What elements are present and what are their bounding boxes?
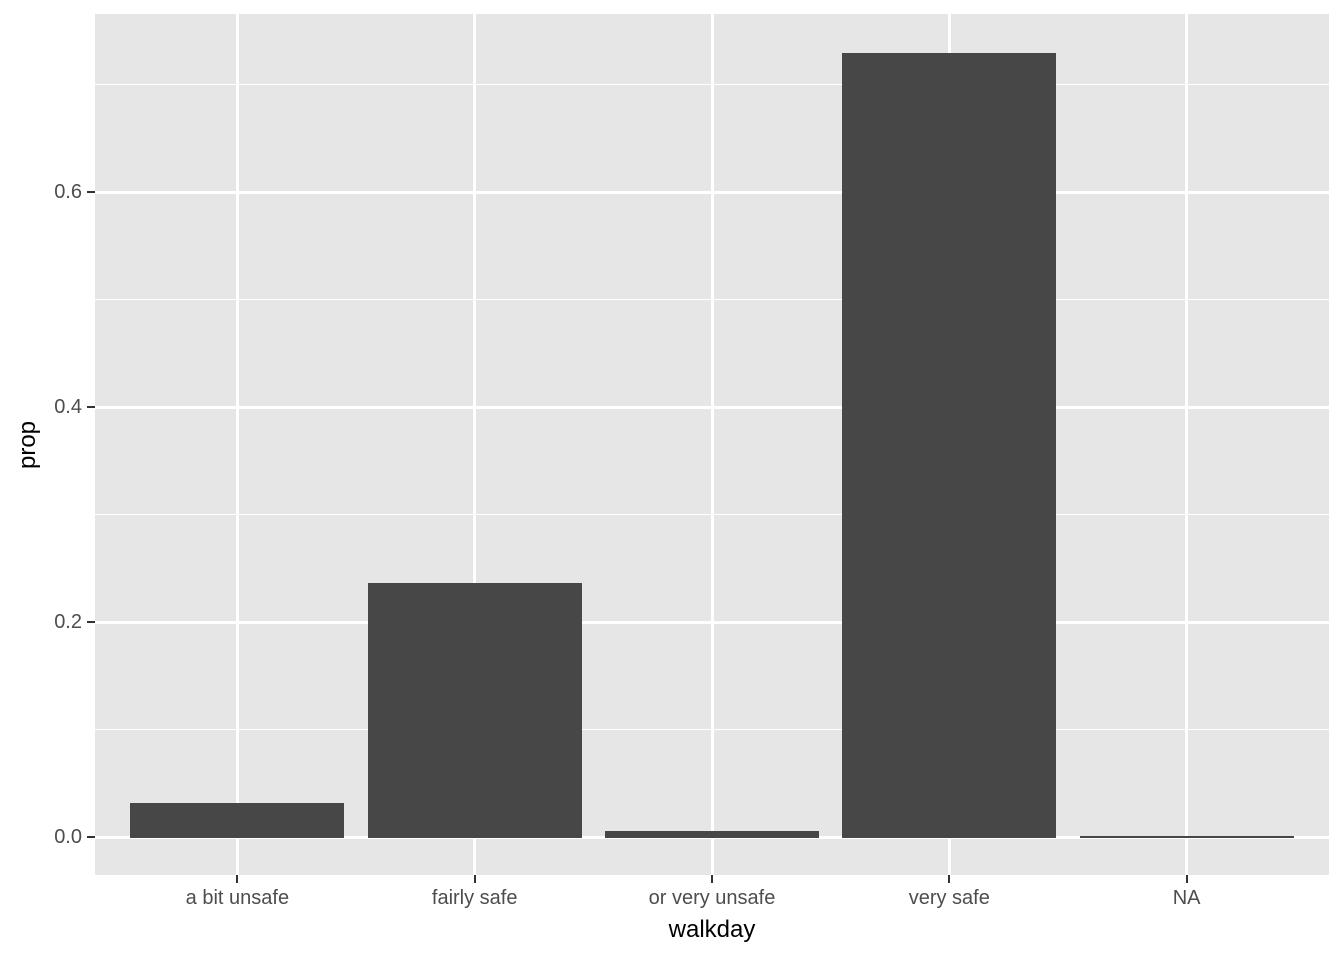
bar-very-safe — [842, 53, 1056, 838]
x-axis-title: walkday — [668, 916, 756, 943]
bar-fairly-safe — [368, 583, 582, 838]
y-tick-mark — [87, 406, 95, 408]
gridline-major-x — [710, 14, 714, 875]
y-tick-label: 0.6 — [54, 181, 82, 203]
gridline-major-x — [473, 14, 477, 875]
y-tick-label: 0.4 — [54, 396, 82, 418]
x-tick-label: very safe — [908, 887, 990, 909]
bar-a-bit-unsafe — [130, 803, 344, 838]
x-tick-label: a bit unsafe — [185, 887, 290, 909]
x-tick-mark — [473, 875, 476, 883]
x-tick-mark — [948, 875, 951, 883]
y-axis-title: prop — [14, 420, 41, 470]
y-tick-mark — [87, 191, 95, 193]
plot-panel — [95, 14, 1329, 875]
x-tick-mark — [236, 875, 239, 883]
x-tick-mark — [1185, 875, 1188, 883]
gridline-major-x — [235, 14, 239, 875]
y-tick-label: 0.0 — [54, 826, 82, 848]
x-tick-label: fairly safe — [431, 887, 518, 909]
x-tick-label: or very unsafe — [648, 887, 776, 909]
x-tick-label: NA — [1172, 887, 1201, 909]
x-tick-mark — [711, 875, 713, 883]
y-tick-mark — [87, 621, 95, 623]
y-tick-mark — [87, 836, 95, 838]
bar-or-very-unsafe — [605, 831, 819, 838]
bar-na — [1080, 836, 1294, 838]
y-tick-label: 0.2 — [54, 611, 82, 633]
gridline-major-x — [1185, 14, 1189, 875]
